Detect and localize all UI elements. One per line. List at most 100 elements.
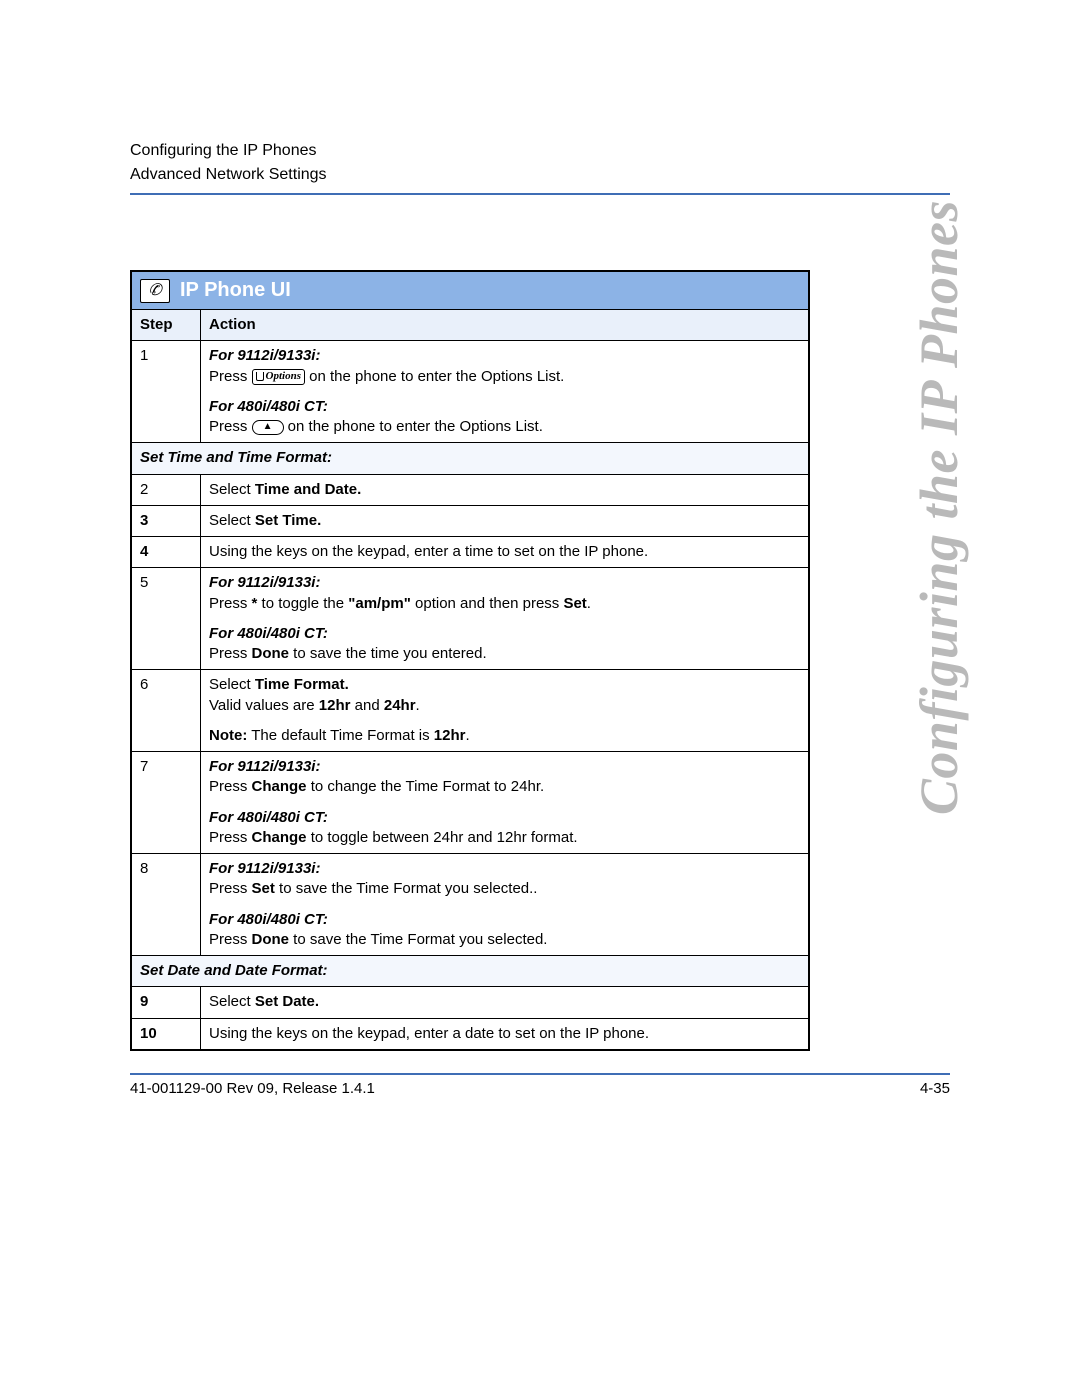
action-cell: For 9112i/9133i: Press Change to change …: [201, 752, 810, 854]
step-cell: 9: [131, 987, 201, 1018]
text: Select: [209, 993, 255, 1010]
text: Press: [209, 829, 252, 846]
step-cell: 5: [131, 568, 201, 670]
header-rule: [130, 193, 950, 195]
table-row: 8 For 9112i/9133i: Press Set to save the…: [131, 854, 809, 956]
action-cell: For 9112i/9133i: Press Options on the ph…: [201, 341, 810, 443]
action-cell: Select Time and Date.: [201, 474, 810, 505]
text: Change: [252, 829, 307, 846]
section-title: Set Date and Date Format:: [131, 956, 809, 987]
step-cell: 6: [131, 670, 201, 752]
text: "am/pm": [348, 595, 411, 612]
text: Press: [209, 645, 252, 662]
text: Select: [209, 481, 255, 498]
footer-right: 4-35: [920, 1080, 950, 1097]
text: Set: [252, 880, 275, 897]
action-cell: For 9112i/9133i: Press * to toggle the "…: [201, 568, 810, 670]
table-row: 5 For 9112i/9133i: Press * to toggle the…: [131, 568, 809, 670]
text: option and then press: [411, 595, 564, 612]
text: on the phone to enter the Options List.: [284, 418, 543, 435]
table-row: 7 For 9112i/9133i: Press Change to chang…: [131, 752, 809, 854]
model-label: For 9112i/9133i:: [209, 860, 320, 877]
text: to save the time you entered.: [289, 645, 487, 662]
text: 12hr: [319, 697, 351, 714]
text: on the phone to enter the Options List.: [305, 368, 564, 385]
text: Select: [209, 512, 255, 529]
action-cell: Using the keys on the keypad, enter a ti…: [201, 537, 810, 568]
col-step: Step: [131, 310, 201, 341]
step-cell: 4: [131, 537, 201, 568]
text: Change: [252, 778, 307, 795]
section-row: Set Time and Time Format:: [131, 443, 809, 474]
step-cell: 2: [131, 474, 201, 505]
table-row: 3 Select Set Time.: [131, 505, 809, 536]
table-row: 6 Select Time Format. Valid values are 1…: [131, 670, 809, 752]
procedure-table: ✆ IP Phone UI Step Action 1 For 9112i/91…: [130, 270, 810, 1051]
text: Time Format.: [255, 676, 349, 693]
text: Set Date.: [255, 993, 319, 1010]
action-cell: Using the keys on the keypad, enter a da…: [201, 1018, 810, 1050]
text: 12hr: [434, 727, 466, 744]
model-label: For 9112i/9133i:: [209, 574, 320, 591]
table-row: 10 Using the keys on the keypad, enter a…: [131, 1018, 809, 1050]
table-row: 4 Using the keys on the keypad, enter a …: [131, 537, 809, 568]
step-cell: 3: [131, 505, 201, 536]
text: Press: [209, 778, 252, 795]
up-key-icon: ▲: [252, 420, 284, 435]
header-line-2: Advanced Network Settings: [130, 164, 950, 186]
model-label: For 480i/480i CT:: [209, 809, 328, 826]
table-title-row: ✆ IP Phone UI: [131, 271, 809, 310]
step-cell: 8: [131, 854, 201, 956]
step-cell: 1: [131, 341, 201, 443]
action-cell: For 9112i/9133i: Press Set to save the T…: [201, 854, 810, 956]
text: Valid values are: [209, 697, 319, 714]
section-title: Set Time and Time Format:: [131, 443, 809, 474]
page: Configuring the IP Phones Advanced Netwo…: [0, 0, 1080, 1397]
text: The default Time Format is: [247, 727, 433, 744]
step-cell: 7: [131, 752, 201, 854]
table-row: 2 Select Time and Date.: [131, 474, 809, 505]
section-row: Set Date and Date Format:: [131, 956, 809, 987]
header-line-1: Configuring the IP Phones: [130, 140, 950, 162]
text: Set Time.: [255, 512, 321, 529]
text: Done: [252, 931, 290, 948]
table-title: IP Phone UI: [180, 277, 291, 304]
procedure-table-wrap: ✆ IP Phone UI Step Action 1 For 9112i/91…: [130, 270, 810, 1051]
model-label: For 9112i/9133i:: [209, 758, 320, 775]
text: Press: [209, 595, 252, 612]
model-label: For 480i/480i CT:: [209, 911, 328, 928]
page-header: Configuring the IP Phones Advanced Netwo…: [130, 140, 950, 195]
phone-icon: ✆: [140, 279, 170, 303]
text: Time and Date.: [255, 481, 361, 498]
text: to toggle the: [257, 595, 348, 612]
text: Press: [209, 880, 252, 897]
text: Select: [209, 676, 255, 693]
text: to save the Time Format you selected..: [275, 880, 538, 897]
text: Press: [209, 418, 252, 435]
model-label: For 9112i/9133i:: [209, 347, 320, 364]
model-label: For 480i/480i CT:: [209, 398, 328, 415]
footer-left: 41-001129-00 Rev 09, Release 1.4.1: [130, 1080, 375, 1097]
text: 24hr: [384, 697, 416, 714]
table-row: 9 Select Set Date.: [131, 987, 809, 1018]
text: Done: [252, 645, 290, 662]
col-action: Action: [201, 310, 810, 341]
text: and: [350, 697, 383, 714]
footer-rule: [130, 1073, 950, 1075]
text: Note:: [209, 727, 247, 744]
side-chapter-title: Configuring the IP Phones: [908, 200, 970, 815]
text: to change the Time Format to 24hr.: [307, 778, 545, 795]
action-cell: Select Set Time.: [201, 505, 810, 536]
text: Press: [209, 368, 252, 385]
options-key-icon: Options: [252, 369, 305, 385]
action-cell: Select Time Format. Valid values are 12h…: [201, 670, 810, 752]
text: to save the Time Format you selected.: [289, 931, 547, 948]
table-column-headers: Step Action: [131, 310, 809, 341]
text: Press: [209, 931, 252, 948]
table-row: 1 For 9112i/9133i: Press Options on the …: [131, 341, 809, 443]
text: to toggle between 24hr and 12hr format.: [307, 829, 578, 846]
model-label: For 480i/480i CT:: [209, 625, 328, 642]
step-cell: 10: [131, 1018, 201, 1050]
page-footer: 41-001129-00 Rev 09, Release 1.4.1 4-35: [130, 1073, 950, 1097]
action-cell: Select Set Date.: [201, 987, 810, 1018]
